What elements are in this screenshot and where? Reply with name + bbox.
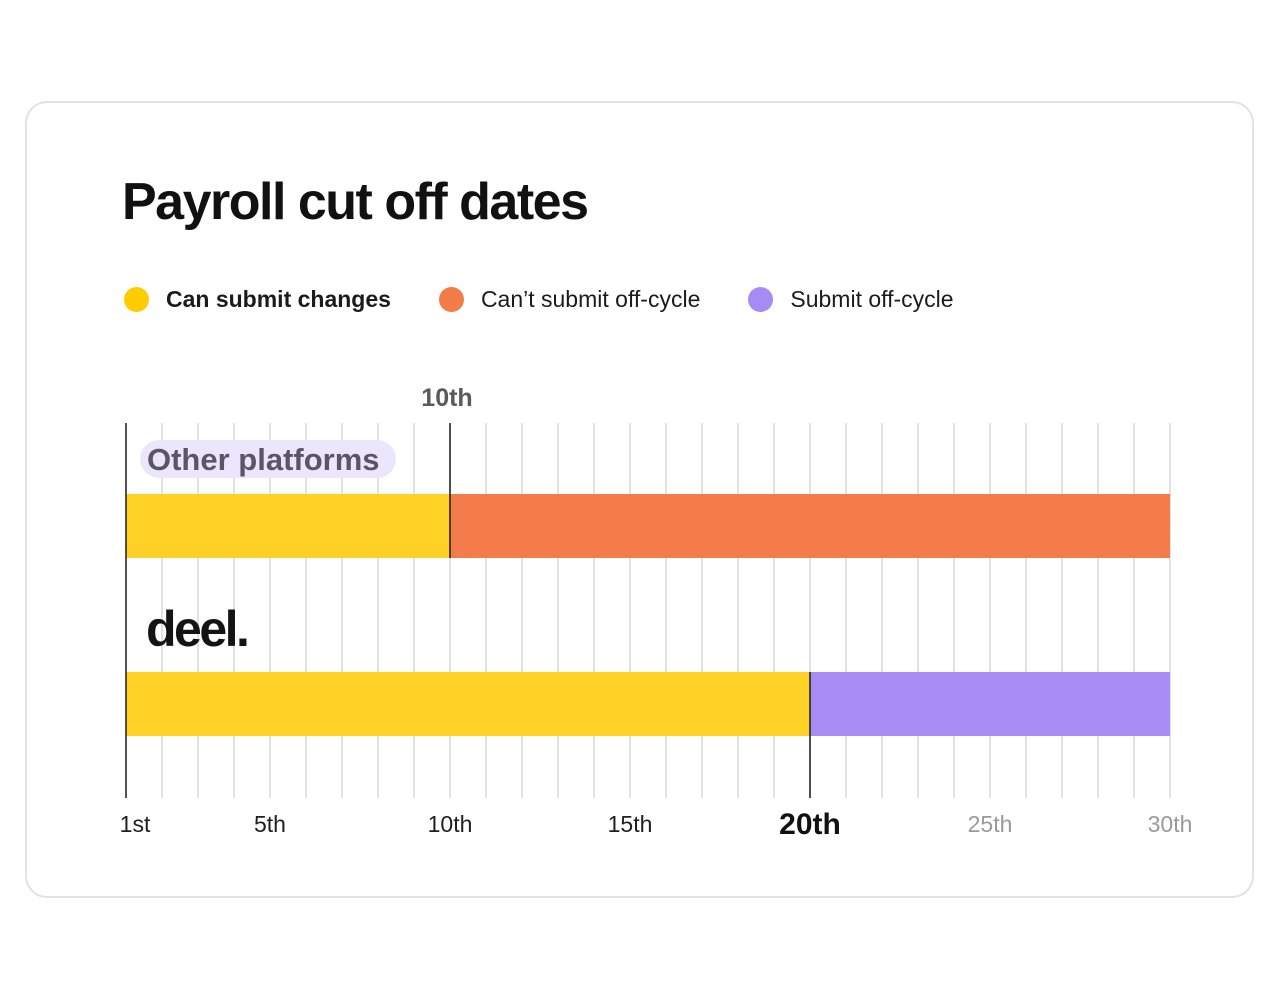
x-tick-label: 1st [120,811,151,837]
bar-segment [126,494,450,558]
x-tick-label: 5th [254,811,286,837]
legend-label: Submit off-cycle [790,286,954,312]
x-tick-label: 30th [1148,811,1193,837]
legend-dot-orange [438,287,464,312]
legend-item-submit-off-cycle: Submit off-cycle [748,286,954,313]
legend-label: Can submit changes [166,286,391,312]
row-label-other-platforms: Other platforms [147,442,380,477]
legend-item-can-submit: Can submit changes [124,286,391,313]
x-tick-label: 25th [968,811,1013,837]
bar-segment [126,672,810,736]
x-tick-label: 20th [779,808,841,841]
top-marker-label: 10th [421,384,472,412]
chart-title: Payroll cut off dates [122,173,589,231]
row-label-highlight [140,440,396,478]
legend-dot-purple [748,287,774,312]
bar-segment [450,494,1170,558]
legend: Can submit changes Can’t submit off-cycl… [124,286,1002,313]
legend-label: Can’t submit off-cycle [480,286,701,312]
x-tick-label: 15th [608,811,653,837]
legend-item-cant-submit: Can’t submit off-cycle [438,286,701,313]
deel-logo: deel. [146,601,247,657]
legend-dot-yellow [124,287,149,312]
bar-segment [810,672,1170,736]
x-tick-label: 10th [428,811,473,837]
